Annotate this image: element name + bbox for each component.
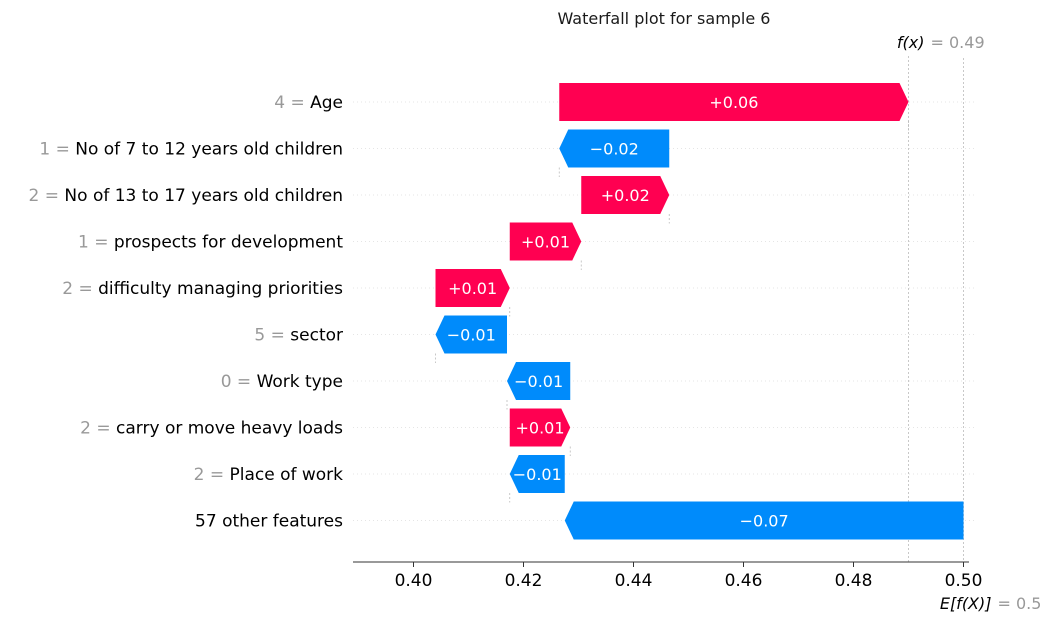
feature-value: 1 = bbox=[78, 233, 114, 253]
base-value: = 0.5 bbox=[998, 594, 1042, 613]
output-label: f(x) bbox=[897, 33, 925, 52]
feature-value: 2 = bbox=[29, 186, 65, 206]
bar-4 bbox=[509, 222, 582, 261]
bar-1 bbox=[559, 83, 909, 121]
feature-label: 2 = Place of work bbox=[194, 465, 344, 485]
feature-labels: 4 = Age 1 = No of 7 to 12 years old child… bbox=[29, 93, 344, 532]
feature-name: difficulty managing priorities bbox=[98, 279, 343, 299]
feature-label: 2 = difficulty managing priorities bbox=[62, 279, 343, 299]
base-label: E[f(X)] bbox=[940, 594, 992, 613]
bar-value-label: −0.01 bbox=[513, 465, 562, 484]
bar-value-label: +0.01 bbox=[515, 419, 564, 438]
bar-9 bbox=[509, 455, 565, 493]
feature-label: 2 = carry or move heavy loads bbox=[80, 419, 343, 439]
bar-10 bbox=[564, 501, 964, 540]
feature-label: 57 other features bbox=[195, 512, 343, 532]
value-annotations: f(x) = 0.49 E[f(X)] = 0.5 bbox=[897, 33, 1042, 613]
bar-value-label: +0.02 bbox=[601, 186, 650, 205]
feature-label: 2 = No of 13 to 17 years old children bbox=[29, 186, 343, 206]
bar-connectors bbox=[435, 121, 909, 503]
feature-value: 0 = bbox=[221, 372, 257, 392]
bar-7 bbox=[507, 362, 571, 400]
x-tick-label: 0.50 bbox=[945, 571, 983, 591]
bar-5 bbox=[435, 269, 510, 307]
feature-label: 4 = Age bbox=[274, 93, 343, 113]
bar-value-label: −0.02 bbox=[590, 140, 639, 159]
x-tick-label: 0.42 bbox=[505, 571, 543, 591]
bar-2 bbox=[559, 129, 670, 168]
chart-title: Waterfall plot for sample 6 bbox=[558, 9, 771, 28]
bar-value-label: +0.01 bbox=[521, 233, 570, 252]
feature-value: 1 = bbox=[39, 140, 75, 160]
feature-name: No of 7 to 12 years old children bbox=[75, 140, 343, 160]
bar-value-label: −0.07 bbox=[740, 512, 789, 531]
bar-8 bbox=[509, 408, 571, 447]
feature-value: 2 = bbox=[80, 419, 116, 439]
bar-value-label: +0.01 bbox=[448, 279, 497, 298]
output-value: = 0.49 bbox=[931, 33, 985, 52]
feature-name: sector bbox=[290, 326, 343, 346]
bar-value-label: −0.01 bbox=[447, 326, 496, 345]
x-tick-label: 0.44 bbox=[615, 571, 653, 591]
feature-label: 1 = No of 7 to 12 years old children bbox=[39, 140, 343, 160]
x-tick-label: 0.48 bbox=[835, 571, 873, 591]
feature-value: 5 = bbox=[254, 326, 290, 346]
feature-name: No of 13 to 17 years old children bbox=[64, 186, 343, 206]
feature-name: Place of work bbox=[229, 465, 343, 485]
x-axis: 0.40 0.42 0.44 0.46 0.48 0.50 bbox=[353, 561, 983, 591]
feature-label: 1 = prospects for development bbox=[78, 233, 343, 253]
feature-name: Work type bbox=[257, 372, 343, 392]
feature-label: 5 = sector bbox=[254, 326, 343, 346]
bar-6 bbox=[435, 315, 507, 354]
feature-name: 57 other features bbox=[195, 512, 343, 532]
feature-label: 0 = Work type bbox=[221, 372, 343, 392]
feature-name: carry or move heavy loads bbox=[116, 419, 343, 439]
feature-value: 4 = bbox=[274, 93, 310, 113]
bar-3 bbox=[581, 176, 670, 214]
x-tick-label: 0.40 bbox=[395, 571, 433, 591]
bar-value-label: −0.01 bbox=[514, 372, 563, 391]
x-tick-label: 0.46 bbox=[725, 571, 763, 591]
bar-value-label: +0.06 bbox=[709, 93, 758, 112]
feature-name: prospects for development bbox=[114, 233, 343, 253]
reference-lines bbox=[908, 56, 964, 562]
feature-value: 2 = bbox=[62, 279, 98, 299]
feature-value: 2 = bbox=[194, 465, 230, 485]
feature-name: Age bbox=[310, 93, 343, 113]
bars: +0.06 −0.02 +0.02 +0.01 +0.01 −0.01 −0.01 +0.01… bbox=[435, 83, 964, 540]
